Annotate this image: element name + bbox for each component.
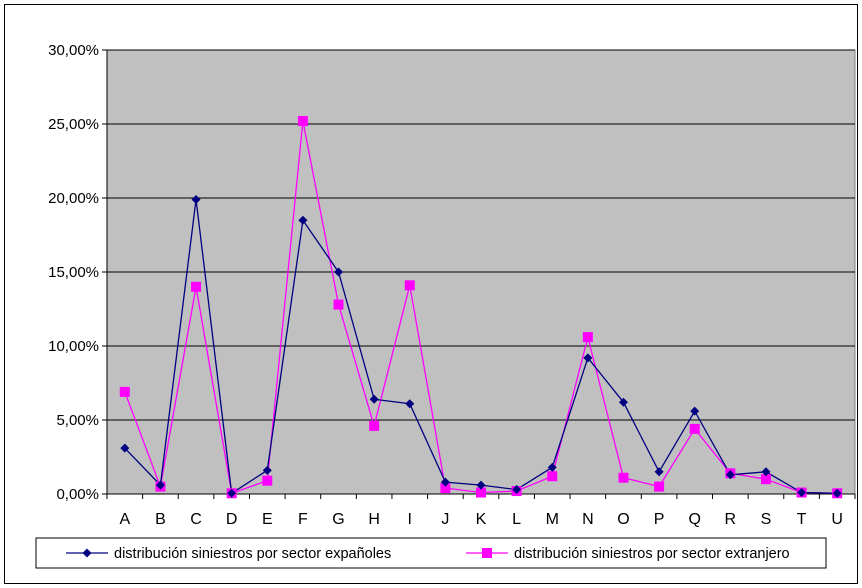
- data-point: [689, 423, 700, 434]
- data-point: [725, 470, 735, 480]
- x-tick-label: P: [654, 511, 665, 528]
- y-tick-label: 20,00%: [48, 190, 99, 207]
- x-tick-label: R: [725, 511, 737, 528]
- data-point: [583, 353, 593, 363]
- data-point: [369, 394, 379, 404]
- data-point: [654, 467, 664, 477]
- x-tick-label: B: [155, 511, 166, 528]
- x-tick-label: L: [512, 511, 521, 528]
- x-tick-label: D: [226, 511, 238, 528]
- legend: [35, 537, 827, 569]
- x-tick-label: S: [761, 511, 772, 528]
- data-point: [761, 467, 771, 477]
- data-point: [690, 406, 700, 416]
- x-tick-label: A: [119, 511, 130, 528]
- data-point: [333, 299, 344, 310]
- data-point: [582, 332, 593, 343]
- data-point: [832, 488, 842, 498]
- data-point: [227, 488, 237, 498]
- data-point: [618, 397, 628, 407]
- data-point: [547, 462, 557, 472]
- x-tick-label: K: [476, 511, 487, 528]
- data-point: [191, 281, 202, 292]
- y-tick-label: 25,00%: [48, 116, 99, 133]
- data-point: [155, 480, 165, 490]
- data-point: [797, 488, 807, 498]
- data-point: [191, 194, 201, 204]
- data-point: [298, 215, 308, 225]
- y-tick-label: 5,00%: [56, 412, 99, 429]
- data-point: [654, 481, 665, 492]
- data-point: [440, 477, 450, 487]
- data-point: [476, 480, 486, 490]
- x-tick-label: G: [332, 511, 344, 528]
- data-point: [334, 267, 344, 277]
- data-point: [476, 487, 486, 498]
- data-point: [297, 116, 308, 127]
- y-tick-label: 15,00%: [48, 264, 99, 281]
- data-point: [82, 548, 92, 558]
- legend-label: distribución siniestros por sector extra…: [514, 546, 790, 562]
- data-point: [760, 474, 771, 485]
- y-tick-label: 30,00%: [48, 42, 99, 59]
- data-point: [369, 420, 380, 431]
- x-tick-label: E: [262, 511, 273, 528]
- data-point: [119, 386, 130, 397]
- x-tick-label: M: [546, 511, 559, 528]
- x-tick-label: F: [298, 511, 308, 528]
- data-point: [482, 548, 492, 558]
- data-point: [404, 280, 415, 291]
- data-point: [405, 399, 415, 409]
- x-tick-label: U: [831, 511, 843, 528]
- data-point: [262, 475, 273, 486]
- data-point: [618, 472, 629, 483]
- x-tick-label: Q: [688, 511, 700, 528]
- x-tick-label: H: [368, 511, 380, 528]
- x-tick-label: J: [441, 511, 449, 528]
- x-tick-label: T: [797, 511, 807, 528]
- data-point: [440, 483, 451, 494]
- y-tick-label: 10,00%: [48, 338, 99, 355]
- data-point: [512, 485, 522, 495]
- data-point: [262, 465, 272, 475]
- y-tick-label: 0,00%: [56, 486, 99, 503]
- data-point: [120, 443, 130, 453]
- x-tick-label: I: [408, 511, 412, 528]
- legend-label: distribución siniestros por sector expañ…: [114, 546, 391, 562]
- x-tick-label: N: [582, 511, 594, 528]
- data-point: [547, 471, 558, 482]
- x-tick-label: O: [617, 511, 629, 528]
- x-tick-label: C: [190, 511, 202, 528]
